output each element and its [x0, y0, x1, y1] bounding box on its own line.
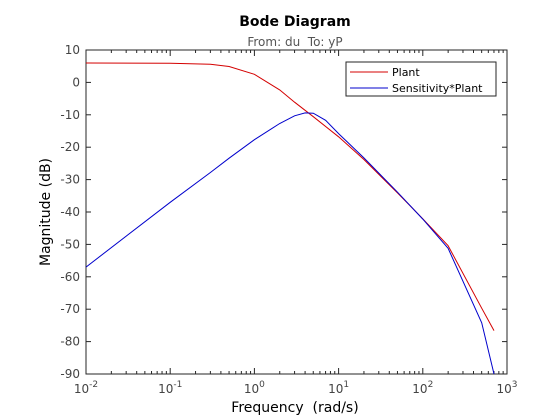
y-tick-label: -90: [60, 367, 80, 381]
y-tick-label: -80: [60, 335, 80, 349]
y-tick-label: -70: [60, 302, 80, 316]
y-tick-label: -50: [60, 237, 80, 251]
x-tick-label: 102: [412, 380, 433, 396]
y-tick-label: 0: [72, 75, 80, 89]
chart-subtitle: From: du To: yP: [247, 35, 342, 49]
chart-title: Bode Diagram: [239, 14, 351, 30]
y-tick-label: -30: [60, 173, 80, 187]
legend: Plant Sensitivity*Plant: [345, 61, 497, 97]
series-line-sensitivity-plant: [86, 112, 495, 374]
x-axis-label: Frequency (rad/s): [231, 400, 358, 416]
y-axis-label: Magnitude (dB): [38, 158, 54, 266]
legend-label: Sensitivity*Plant: [392, 82, 483, 95]
x-tick-label: 10-1: [158, 380, 182, 396]
x-tick-label: 10-2: [74, 380, 98, 396]
x-tick-label: 103: [496, 380, 517, 396]
series-line-plant: [86, 62, 495, 331]
y-tick-label: -10: [60, 108, 80, 122]
y-tick-label: -60: [60, 270, 80, 284]
y-tick-label: -40: [60, 205, 80, 219]
x-tick-label: 101: [328, 380, 349, 396]
x-tick-label: 100: [244, 380, 265, 396]
y-tick-label: -20: [60, 140, 80, 154]
y-tick-label: 10: [65, 43, 80, 57]
legend-label: Plant: [392, 66, 420, 79]
legend-box: [345, 61, 497, 97]
